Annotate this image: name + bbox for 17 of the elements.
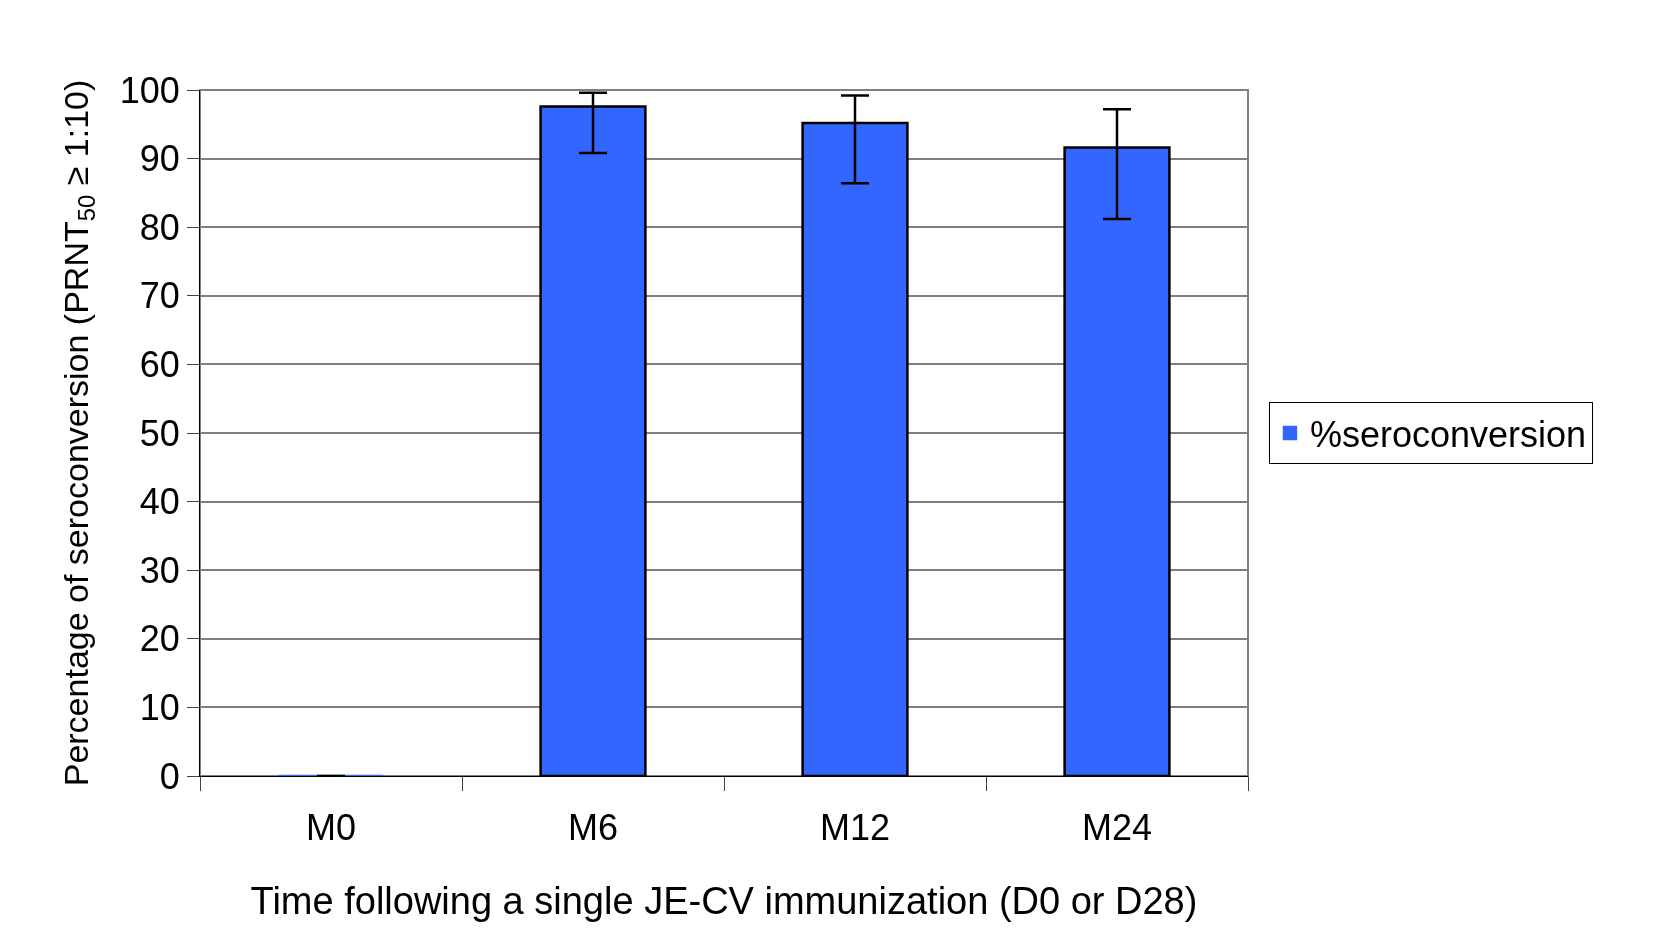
y-tick-label: 60 <box>139 344 180 385</box>
x-tick-label: M24 <box>1081 807 1153 849</box>
y-tick-label: 50 <box>139 412 180 454</box>
x-tick-label: M6 <box>567 807 619 849</box>
y-tick-label: 40 <box>139 481 180 523</box>
y-tick-label: 100 <box>119 69 180 111</box>
legend-label: %seroconversion <box>1309 413 1587 455</box>
y-tick-label: 20 <box>139 618 180 660</box>
y-tick-label: 30 <box>139 549 180 591</box>
y-tick-label: 10 <box>139 687 180 728</box>
y-tick-label: 80 <box>139 206 180 248</box>
x-tick-label: M0 <box>305 807 357 849</box>
x-axis-title: Time following a single JE-CV immunization (D0 or D28) <box>250 880 1198 923</box>
y-tick-label: 0 <box>159 755 180 797</box>
x-tick-label: M12 <box>819 807 891 849</box>
y-tick-label: 90 <box>139 138 180 180</box>
y-tick-label: 70 <box>139 275 180 317</box>
